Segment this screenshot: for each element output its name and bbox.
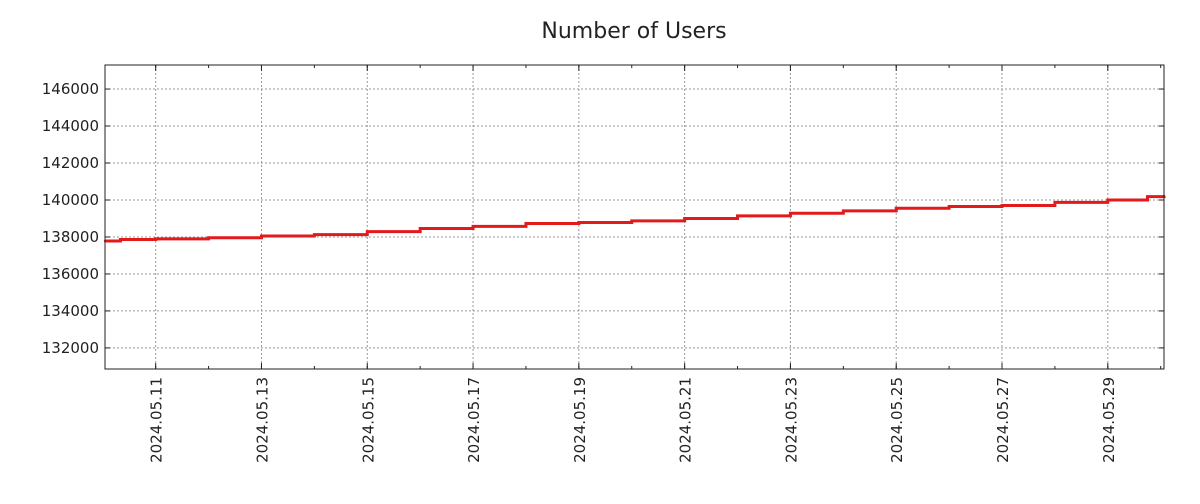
x-tick-label: 2024.05.17: [465, 377, 483, 463]
data-point: [895, 207, 898, 210]
x-axis: 2024.05.11 2024.05.13 2024.05.15 2024.05.17…: [148, 65, 1162, 463]
plot-frame: [104, 64, 1165, 370]
data-point: [1053, 201, 1057, 204]
series-line: [105, 195, 1166, 243]
data-point: [313, 233, 316, 236]
chart-title: Number of Users: [541, 19, 726, 44]
data-point: [736, 214, 739, 218]
data-point: [1146, 195, 1149, 198]
y-tick-label: 134000: [42, 302, 99, 320]
data-point: [842, 209, 845, 213]
x-tick-label: 2024.05.29: [1100, 377, 1118, 463]
data-point: [119, 238, 122, 241]
x-tick-label: 2024.05.23: [782, 377, 800, 463]
data-point: [630, 219, 633, 223]
y-tick-label: 138000: [42, 228, 99, 246]
y-tick-label: 142000: [42, 154, 99, 172]
y-tick-label: 140000: [42, 191, 99, 209]
data-point: [789, 212, 792, 215]
data-point: [418, 227, 422, 230]
x-tick-label: 2024.05.11: [148, 377, 166, 463]
x-tick-label: 2024.05.27: [994, 377, 1012, 463]
y-tick-label: 144000: [42, 117, 99, 135]
x-tick-label: 2024.05.21: [677, 377, 695, 463]
data-point: [154, 237, 157, 241]
data-point: [207, 236, 210, 239]
series: [103, 194, 1166, 243]
data-point: [947, 205, 951, 208]
x-tick-label: 2024.05.13: [253, 377, 271, 463]
data-point: [577, 221, 581, 224]
data-point: [1106, 198, 1109, 202]
x-tick-label: 2024.05.15: [359, 377, 377, 463]
data-point: [1000, 204, 1004, 207]
data-point: [366, 230, 369, 233]
y-tick-label: 146000: [42, 80, 99, 98]
y-axis: 132000 134000 136000 138000 140000 142000 1440…: [42, 80, 1164, 357]
x-tick-label: 2024.05.19: [571, 377, 589, 463]
data-point: [524, 222, 528, 225]
data-point: [260, 234, 263, 238]
data-point: [683, 217, 686, 220]
grid: [105, 65, 1164, 369]
y-tick-label: 132000: [42, 339, 99, 357]
x-tick-label: 2024.05.25: [888, 377, 906, 463]
y-tick-label: 136000: [42, 265, 99, 283]
data-point: [471, 225, 475, 228]
